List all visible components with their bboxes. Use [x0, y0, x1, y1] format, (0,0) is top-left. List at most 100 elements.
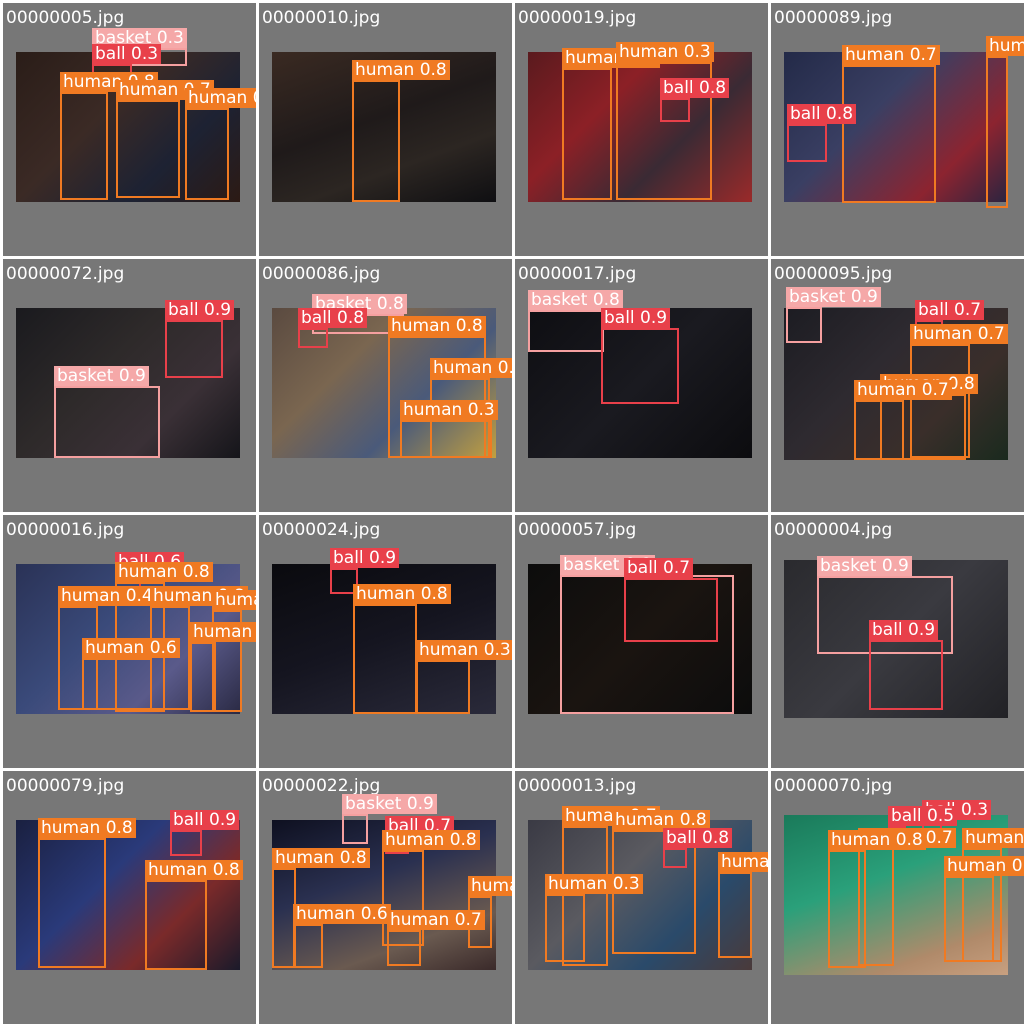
- human-label: human 0.3: [616, 42, 714, 62]
- ball-label: ball 0.3: [92, 44, 162, 64]
- tile-filename: 00000070.jpg: [774, 776, 893, 796]
- human-bounding-box: [190, 642, 216, 712]
- image-tile: 00000057.jpg basket 0.9 ball 0.7: [515, 515, 768, 768]
- ball-label: ball 0.9: [165, 300, 235, 320]
- human-bounding-box: [545, 894, 585, 962]
- human-bounding-box: [212, 610, 242, 712]
- human-bounding-box: [854, 400, 904, 460]
- tile-filename: 00000095.jpg: [774, 264, 893, 284]
- human-label: human 0.8: [382, 830, 480, 850]
- human-bounding-box: [616, 62, 712, 200]
- tile-filename: 00000086.jpg: [262, 264, 381, 284]
- image-tile: 00000079.jpg human 0.8 ball 0.9 human 0.8: [3, 771, 256, 1024]
- human-label: human 0.3: [468, 876, 512, 896]
- image-tile: 00000024.jpg ball 0.9 human 0.8 human 0.3: [259, 515, 512, 768]
- tile-filename: 00000017.jpg: [518, 264, 637, 284]
- human-label: human 0.8: [38, 818, 136, 838]
- ball-label: ball 0.9: [170, 810, 240, 830]
- human-bounding-box: [842, 65, 936, 203]
- tile-filename: 00000089.jpg: [774, 8, 893, 28]
- basket-label: basket 0.8: [528, 290, 623, 310]
- human-label: human 0.8: [944, 856, 1024, 876]
- ball-bounding-box: [624, 578, 718, 642]
- human-label: human 0.4: [58, 586, 156, 606]
- human-bounding-box: [352, 80, 400, 202]
- ball-bounding-box: [660, 98, 690, 122]
- human-bounding-box: [382, 850, 424, 946]
- human-label: human 0.8: [352, 60, 450, 80]
- human-bounding-box: [718, 872, 752, 958]
- human-label: human 0.7: [854, 380, 952, 400]
- image-tile: 00000022.jpg basket 0.9 ball 0.7 human 0.8 h…: [259, 771, 512, 1024]
- tile-filename: 00000024.jpg: [262, 520, 381, 540]
- image-tile: 00000086.jpg basket 0.8 ball 0.8 human 0.8 h…: [259, 259, 512, 512]
- tile-filename: 00000004.jpg: [774, 520, 893, 540]
- image-tile: 00000017.jpg basket 0.8 ball 0.9: [515, 259, 768, 512]
- human-bounding-box: [38, 838, 106, 968]
- human-label: human 0.8: [962, 828, 1024, 848]
- tile-filename: 00000057.jpg: [518, 520, 637, 540]
- human-label: human 0.6: [82, 638, 180, 658]
- human-bounding-box: [150, 606, 190, 710]
- image-tile: 00000010.jpg human 0.8: [259, 3, 512, 256]
- human-label: human 0.8: [388, 316, 486, 336]
- basket-bounding-box: [528, 310, 604, 352]
- human-bounding-box: [82, 658, 152, 710]
- human-label: human 0.3: [545, 874, 643, 894]
- image-tile: 00000004.jpg basket 0.9 ball 0.9: [771, 515, 1024, 768]
- tile-filename: 00000079.jpg: [6, 776, 125, 796]
- basket-label: basket 0.9: [54, 366, 149, 386]
- human-label: human 0.7: [387, 910, 485, 930]
- human-label: hum: [986, 36, 1024, 56]
- tile-filename: 00000019.jpg: [518, 8, 637, 28]
- ball-label: ball 0.8: [663, 828, 733, 848]
- human-bounding-box: [828, 850, 866, 968]
- image-tile: 00000095.jpg basket 0.9 ball 0.7 human 0.7 h…: [771, 259, 1024, 512]
- image-tile: 00000019.jpg human 0.7 human 0.3 ball 0.8: [515, 3, 768, 256]
- human-bounding-box: [60, 92, 108, 200]
- human-label: human 0.7: [842, 45, 940, 65]
- human-label: human 0.8: [185, 88, 256, 108]
- tile-filename: 00000072.jpg: [6, 264, 125, 284]
- tile-photo: [528, 52, 752, 202]
- tile-filename: 00000010.jpg: [262, 8, 381, 28]
- tile-photo: [528, 564, 752, 714]
- ball-bounding-box: [165, 320, 223, 378]
- human-label: human 0.7: [190, 622, 256, 642]
- ball-bounding-box: [787, 124, 827, 162]
- basket-label: basket 0.9: [342, 794, 437, 814]
- ball-bounding-box: [663, 848, 687, 868]
- ball-label: ball 0.8: [787, 104, 857, 124]
- human-bounding-box: [986, 56, 1008, 208]
- ball-label: ball 0.9: [869, 620, 939, 640]
- tile-filename: 00000022.jpg: [262, 776, 381, 796]
- image-tile: 00000005.jpg basket 0.3 ball 0.3 human 0.8 h…: [3, 3, 256, 256]
- basket-label: basket 0.9: [786, 287, 881, 307]
- human-label: human 0.4: [718, 852, 768, 872]
- ball-bounding-box: [869, 640, 943, 710]
- ball-label: ball 0.8: [660, 78, 730, 98]
- human-label: human 0.8: [828, 830, 926, 850]
- basket-bounding-box: [786, 307, 822, 343]
- human-label: human 0.7: [910, 324, 1008, 344]
- human-bounding-box: [293, 924, 323, 968]
- human-bounding-box: [387, 930, 421, 966]
- ball-label: ball 0.7: [624, 558, 694, 578]
- human-bounding-box: [353, 604, 417, 714]
- human-bounding-box: [145, 880, 207, 970]
- human-label: human 0.6: [293, 904, 391, 924]
- human-label: human 0.8: [115, 562, 213, 582]
- basket-label: basket 0.9: [817, 556, 912, 576]
- ball-bounding-box: [330, 568, 358, 594]
- ball-label: ball 0.9: [330, 548, 400, 568]
- human-bounding-box: [944, 876, 994, 962]
- basket-bounding-box: [342, 814, 368, 844]
- human-bounding-box: [116, 100, 180, 198]
- basket-bounding-box: [817, 576, 953, 654]
- ball-bounding-box: [601, 328, 679, 404]
- human-bounding-box: [562, 826, 608, 966]
- human-bounding-box: [910, 344, 970, 458]
- basket-label: basket 0.3: [92, 28, 187, 48]
